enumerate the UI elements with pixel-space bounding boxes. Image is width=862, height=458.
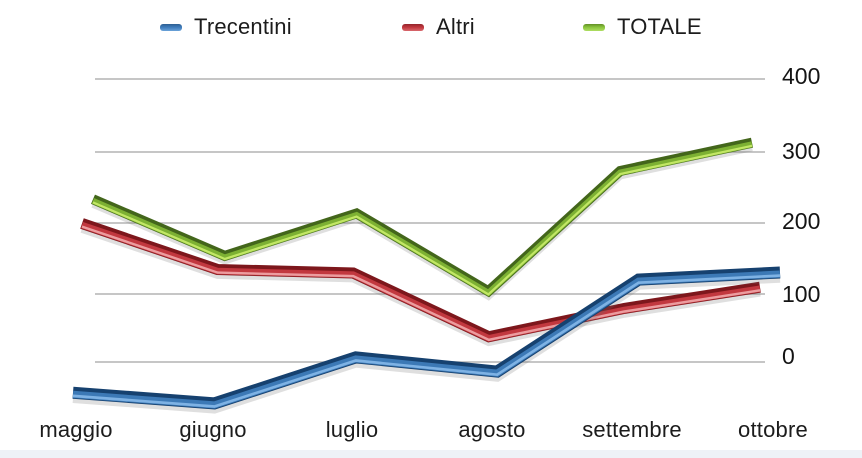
gridlines [95, 78, 765, 363]
legend-swatch-altri-icon [402, 23, 424, 31]
ribbon-highlight [92, 144, 753, 296]
ribbon-dark-edge [72, 266, 781, 410]
legend-swatch-trecentini-icon [160, 23, 182, 31]
x-axis-category-label-agosto: agosto [458, 417, 526, 442]
series-ribbon-trecentini [72, 266, 781, 414]
x-axis-category-label-settembre: settembre [582, 417, 682, 442]
series-ribbon-altri [80, 218, 761, 347]
ribbon-highlight [72, 274, 781, 408]
legend-item-altri: Altri [402, 14, 475, 40]
legend-item-totale: TOTALE [583, 14, 702, 40]
y-axis-tick-label-400: 400 [782, 63, 821, 89]
ribbon-body [91, 141, 753, 297]
y-axis-tick-label-200: 200 [782, 208, 821, 234]
y-axis-tick-label-300: 300 [782, 138, 821, 164]
ribbon-highlight [81, 225, 761, 342]
ribbon-body [72, 270, 781, 409]
x-axis-category-label-giugno: giugno [179, 417, 247, 442]
y-axis-tick-label-100: 100 [782, 281, 821, 307]
x-axis-category-label-maggio: maggio [39, 417, 113, 442]
series-ribbon-totale [91, 137, 754, 301]
ribbon-body [80, 221, 761, 342]
x-axis-category-label-luglio: luglio [325, 417, 379, 442]
legend-label-trecentini: Trecentini [194, 14, 292, 39]
legend-label-altri: Altri [436, 14, 475, 39]
x-axis-category-label-ottobre: ottobre [738, 417, 808, 442]
legend-label-totale: TOTALE [617, 14, 702, 39]
legend: Trecentini Altri TOTALE [0, 0, 862, 40]
y-axis-tick-label-0: 0 [782, 343, 795, 369]
bottom-strip [0, 450, 862, 458]
legend-item-trecentini: Trecentini [160, 14, 292, 40]
legend-swatch-totale-icon [583, 23, 605, 31]
